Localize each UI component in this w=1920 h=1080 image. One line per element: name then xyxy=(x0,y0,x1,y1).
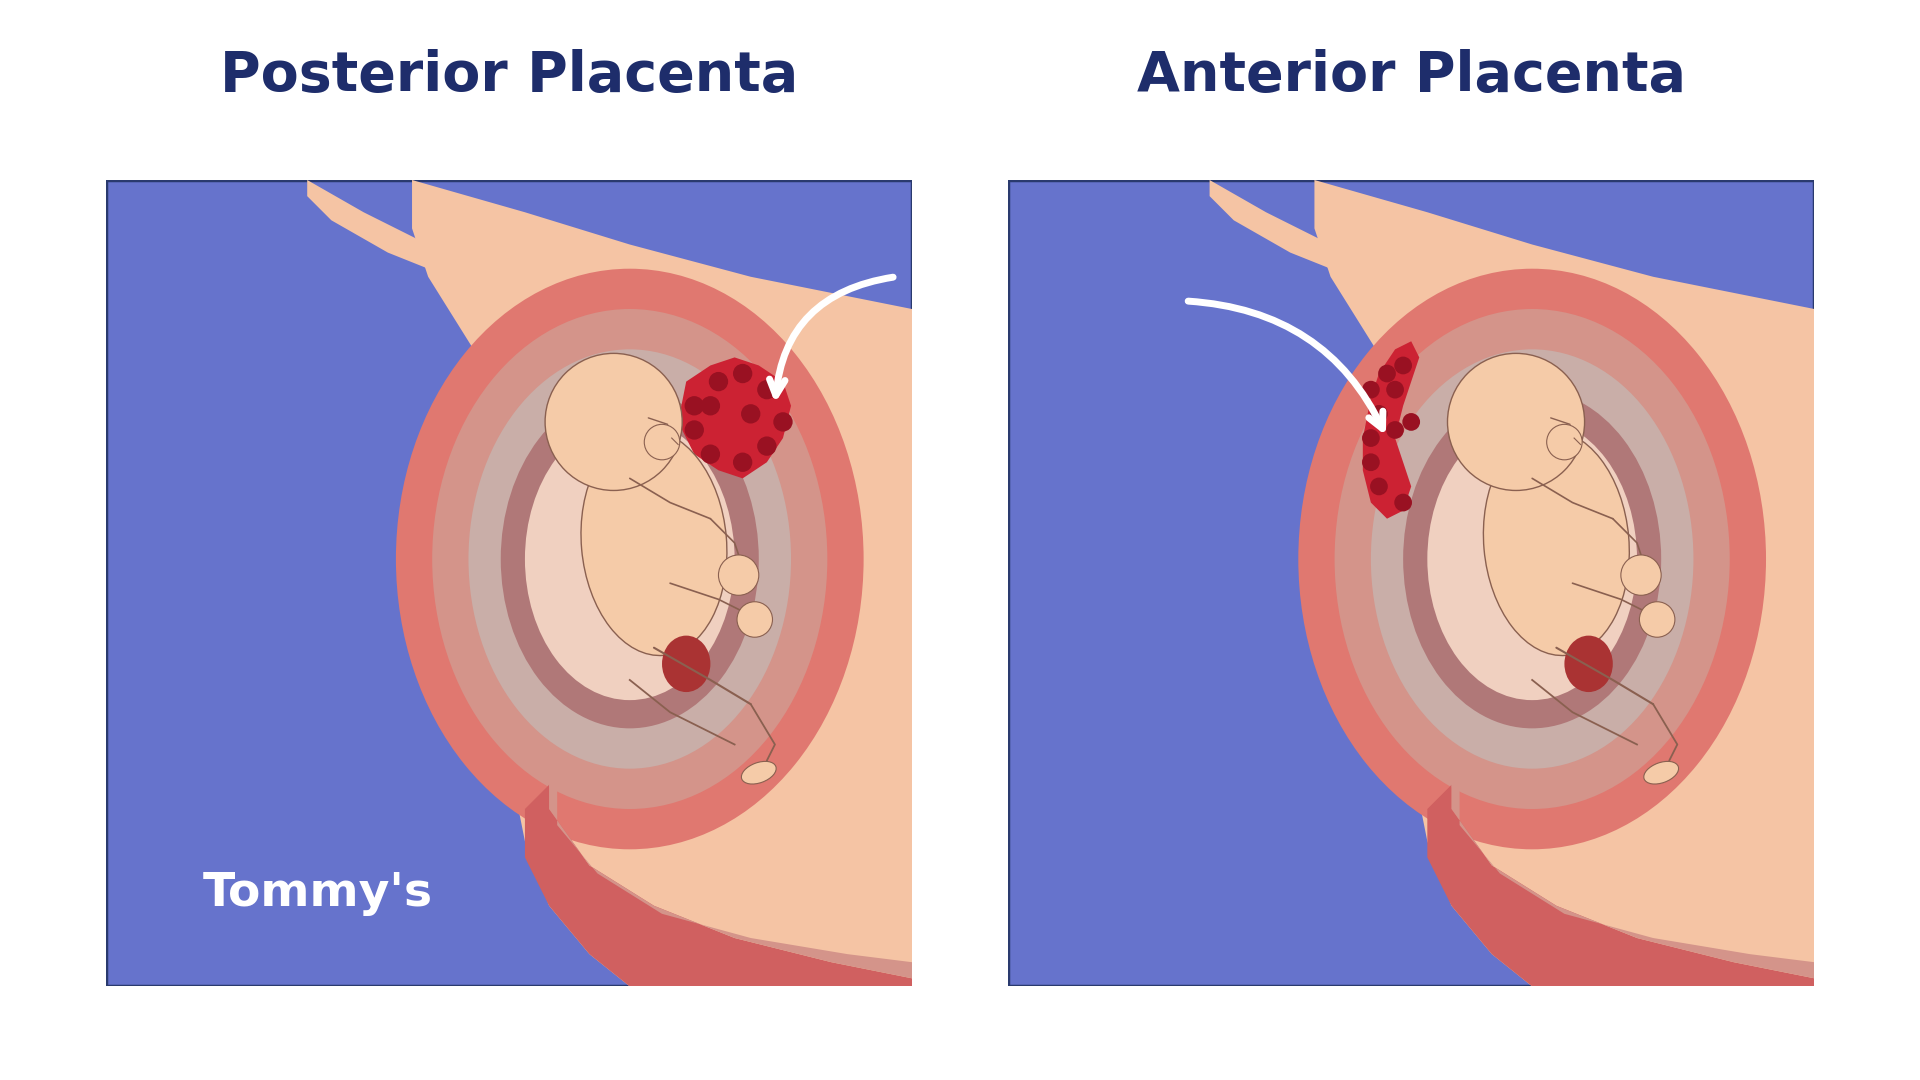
Circle shape xyxy=(1361,454,1380,471)
Circle shape xyxy=(701,396,720,416)
Circle shape xyxy=(1548,424,1582,460)
Circle shape xyxy=(733,364,753,383)
Ellipse shape xyxy=(1427,418,1638,700)
Polygon shape xyxy=(413,180,912,986)
Text: Anterior Placenta: Anterior Placenta xyxy=(1137,49,1686,103)
Circle shape xyxy=(1394,356,1411,375)
Ellipse shape xyxy=(1644,761,1678,784)
Circle shape xyxy=(708,372,728,391)
Ellipse shape xyxy=(662,636,710,692)
Ellipse shape xyxy=(1565,636,1613,692)
Circle shape xyxy=(1448,353,1584,490)
Ellipse shape xyxy=(1404,390,1661,728)
Circle shape xyxy=(1402,413,1421,431)
Circle shape xyxy=(737,602,772,637)
Circle shape xyxy=(1371,477,1388,496)
Circle shape xyxy=(1361,381,1380,399)
Polygon shape xyxy=(1427,785,1814,986)
Circle shape xyxy=(1640,602,1674,637)
Circle shape xyxy=(1386,381,1404,399)
Ellipse shape xyxy=(1371,349,1693,769)
Circle shape xyxy=(685,420,705,440)
Circle shape xyxy=(741,404,760,423)
Polygon shape xyxy=(1210,180,1459,309)
Ellipse shape xyxy=(524,418,735,700)
Circle shape xyxy=(1371,405,1388,422)
Circle shape xyxy=(718,555,758,595)
Ellipse shape xyxy=(432,309,828,809)
Circle shape xyxy=(545,353,682,490)
Circle shape xyxy=(1361,429,1380,447)
Ellipse shape xyxy=(396,269,864,849)
Circle shape xyxy=(701,445,720,463)
Polygon shape xyxy=(1363,341,1419,518)
Circle shape xyxy=(685,396,705,416)
Polygon shape xyxy=(1315,180,1814,986)
Circle shape xyxy=(756,380,776,400)
Polygon shape xyxy=(549,785,912,978)
Polygon shape xyxy=(524,785,912,986)
Polygon shape xyxy=(1452,785,1814,978)
Ellipse shape xyxy=(501,390,758,728)
Circle shape xyxy=(756,436,776,456)
Text: Posterior Placenta: Posterior Placenta xyxy=(219,49,799,103)
Circle shape xyxy=(1620,555,1661,595)
Text: Tommy's: Tommy's xyxy=(202,870,432,916)
Ellipse shape xyxy=(1334,309,1730,809)
Ellipse shape xyxy=(741,761,776,784)
Ellipse shape xyxy=(582,430,728,656)
Circle shape xyxy=(774,413,793,432)
Circle shape xyxy=(1394,494,1411,512)
Circle shape xyxy=(1386,421,1404,438)
Ellipse shape xyxy=(1298,269,1766,849)
Ellipse shape xyxy=(468,349,791,769)
Circle shape xyxy=(645,424,680,460)
Polygon shape xyxy=(678,357,791,478)
Circle shape xyxy=(733,453,753,472)
Circle shape xyxy=(1379,365,1396,382)
Ellipse shape xyxy=(1484,430,1630,656)
Polygon shape xyxy=(307,180,557,309)
